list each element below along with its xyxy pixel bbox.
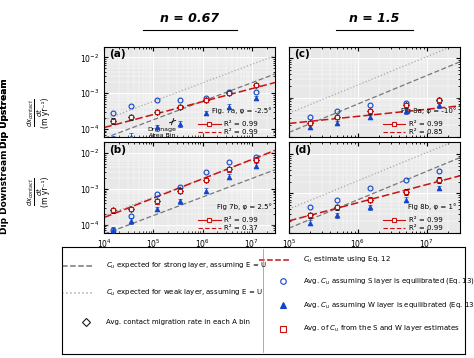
Text: $C_u$ expected for strong layer, assuming E = U: $C_u$ expected for strong layer, assumin… [106, 261, 267, 271]
Text: Fig. 7a, φ = -2.5°: Fig. 7a, φ = -2.5° [212, 108, 272, 114]
Text: R² = 0.99: R² = 0.99 [224, 217, 258, 223]
Text: R² = 0.99: R² = 0.99 [409, 225, 442, 231]
X-axis label: A (m²): A (m²) [360, 253, 389, 262]
Text: (m yr⁻¹): (m yr⁻¹) [41, 176, 49, 207]
Text: R² = 0.85: R² = 0.85 [409, 129, 442, 135]
Text: (c): (c) [294, 49, 310, 59]
Text: Drainage
Area Bin: Drainage Area Bin [148, 118, 176, 137]
Text: Avg. $C_u$ assuming S layer is equilibrated (Eq. 13): Avg. $C_u$ assuming S layer is equilibra… [303, 276, 474, 286]
Text: $C_u$ expected for weak layer, assuming E = U: $C_u$ expected for weak layer, assuming … [106, 288, 263, 298]
Text: R² = 0.99: R² = 0.99 [409, 217, 442, 223]
Text: (m yr⁻¹): (m yr⁻¹) [41, 97, 49, 128]
Text: Avg. contact migration rate in each A bin: Avg. contact migration rate in each A bi… [106, 319, 250, 325]
Text: R² = 0.99: R² = 0.99 [224, 129, 258, 135]
Text: R² = 0.99: R² = 0.99 [409, 121, 442, 127]
Text: (a): (a) [109, 49, 126, 59]
Text: Dip Upstream: Dip Upstream [0, 78, 9, 147]
Text: Fig 8a, φ = -10°: Fig 8a, φ = -10° [401, 108, 456, 114]
Text: Dip Upstream: Dip Upstream [0, 78, 9, 147]
Text: Fig 8b, φ = 1°: Fig 8b, φ = 1° [408, 203, 456, 210]
Text: n = 1.5: n = 1.5 [349, 12, 400, 25]
Text: R² = 0.99: R² = 0.99 [224, 121, 258, 127]
Text: n = 0.67: n = 0.67 [160, 12, 219, 25]
Text: $C_u$ estimate using Eq. 12: $C_u$ estimate using Eq. 12 [303, 255, 392, 265]
Text: (b): (b) [109, 145, 127, 155]
Text: Avg. of $C_u$ from the S and W layer estimates: Avg. of $C_u$ from the S and W layer est… [303, 324, 460, 334]
Text: $\frac{dx_{contact}}{dt}$: $\frac{dx_{contact}}{dt}$ [26, 177, 46, 206]
Text: Avg. $C_u$ assuming W layer is equilibrated (Eq. 13): Avg. $C_u$ assuming W layer is equilibra… [303, 300, 474, 310]
Text: Dip Downstream: Dip Downstream [0, 149, 9, 234]
X-axis label: A (m²): A (m²) [175, 253, 204, 262]
Text: (d): (d) [294, 145, 311, 155]
Text: Fig 7b, φ = 2.5°: Fig 7b, φ = 2.5° [217, 203, 272, 210]
Text: R² = 0.37: R² = 0.37 [224, 225, 258, 231]
Text: $\frac{dx_{contact}}{dt}$: $\frac{dx_{contact}}{dt}$ [26, 98, 46, 127]
